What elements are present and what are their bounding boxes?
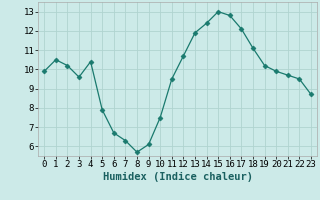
X-axis label: Humidex (Indice chaleur): Humidex (Indice chaleur) <box>103 172 252 182</box>
